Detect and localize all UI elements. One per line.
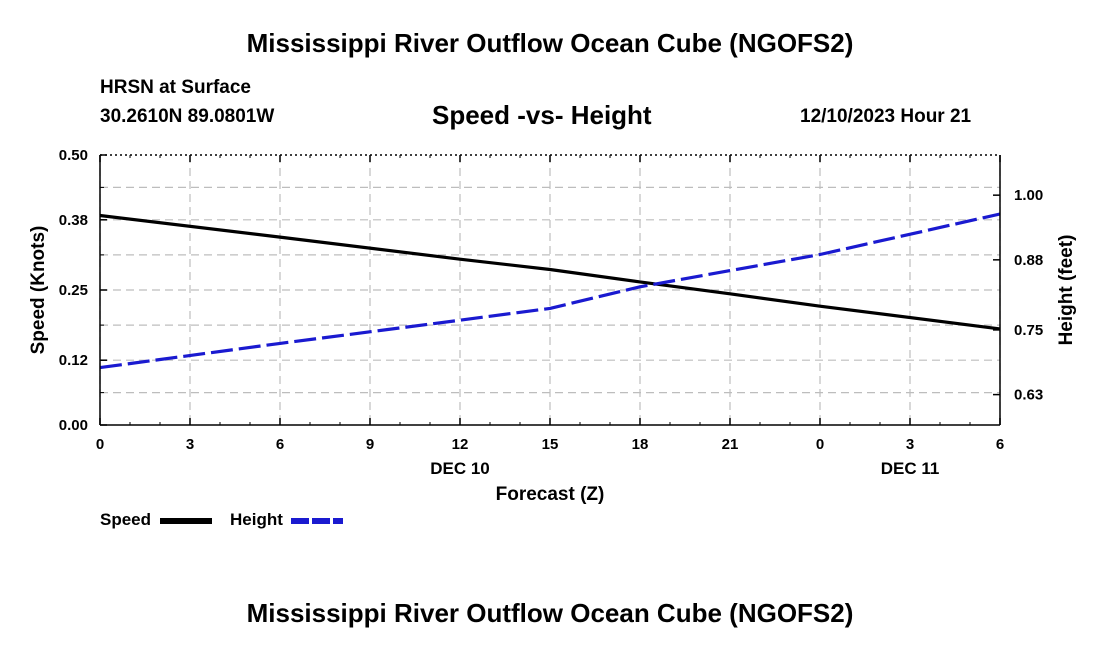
series-line-height [99, 212, 1001, 370]
x-axis-title: Forecast (Z) [496, 484, 605, 505]
x-tick-label: 6 [276, 436, 284, 453]
date-label: DEC 10 [430, 459, 490, 478]
y2-axis-title: Height (feet) [1056, 235, 1077, 346]
x-tick-label: 9 [366, 436, 374, 453]
speed-height-chart: 0 3 6 9 12 15 18 21 0 3 6 DEC 10 DEC 11 0.00 0.12 0.25 0… [28, 147, 1077, 505]
y2-tick-label: 1.00 [1014, 187, 1043, 204]
footer-title: Mississippi River Outflow Ocean Cube (NG… [246, 598, 854, 628]
y2-tick-label: 0.88 [1014, 252, 1043, 269]
legend-height-label: Height [230, 510, 283, 529]
x-tick-label: 12 [452, 436, 469, 453]
y2-tick-label: 0.75 [1014, 322, 1043, 339]
y-tick-label: 0.38 [59, 212, 88, 229]
x-tick-label: 15 [542, 436, 559, 453]
legend-height-swatch [291, 518, 343, 524]
y-tick-label: 0.12 [59, 352, 88, 369]
y-axis-title: Speed (Knots) [28, 226, 49, 355]
x-tick-label: 21 [722, 436, 739, 453]
page-title: Mississippi River Outflow Ocean Cube (NG… [246, 28, 854, 58]
x-tick-label: 0 [816, 436, 824, 453]
datetime-label: 12/10/2023 Hour 21 [800, 106, 972, 127]
chart-title: Speed -vs- Height [432, 100, 652, 130]
grid [99, 155, 1001, 425]
y-tick-label: 0.25 [59, 282, 88, 299]
tick-labels: 0 3 6 9 12 15 18 21 0 3 6 DEC 10 DEC 11 0.00 0.12 0.25 0… [59, 147, 1043, 478]
series-line-speed [99, 213, 1001, 331]
axes [99, 154, 1001, 426]
series-lines [99, 212, 1001, 370]
y2-tick-label: 0.63 [1014, 387, 1043, 404]
legend-speed-label: Speed [100, 510, 152, 529]
date-label: DEC 11 [881, 459, 940, 478]
legend-speed-swatch [160, 518, 212, 524]
x-tick-label: 3 [186, 436, 194, 453]
x-tick-label: 0 [96, 436, 104, 453]
y-tick-label: 0.00 [59, 417, 88, 434]
coordinates-label: 30.2610N 89.0801W [100, 106, 275, 127]
station-label: HRSN at Surface [100, 77, 251, 98]
y-tick-label: 0.50 [59, 147, 88, 164]
x-tick-label: 6 [996, 436, 1004, 453]
x-tick-label: 3 [906, 436, 914, 453]
x-tick-label: 18 [632, 436, 649, 453]
